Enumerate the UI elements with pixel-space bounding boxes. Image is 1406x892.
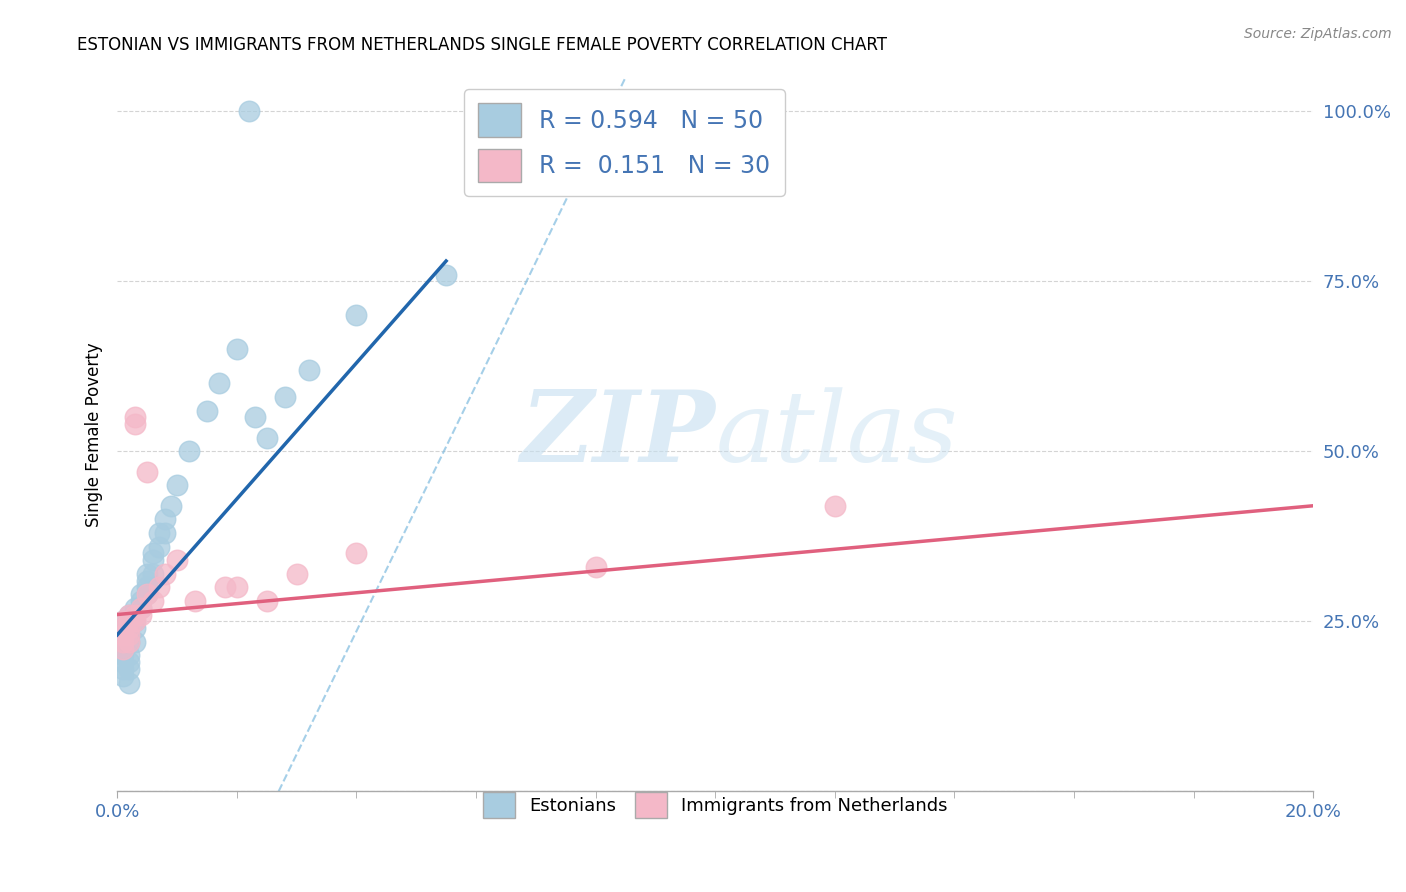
Point: [136, 580, 159, 594]
Point: [124, 607, 146, 622]
Point: [136, 566, 159, 581]
Point: [112, 621, 135, 635]
Point: [142, 594, 165, 608]
Point: [118, 634, 141, 648]
Point: [124, 600, 146, 615]
Point: [124, 607, 146, 622]
Legend: Estonians, Immigrants from Netherlands: Estonians, Immigrants from Netherlands: [475, 785, 955, 825]
Point: [142, 553, 165, 567]
Point: [824, 499, 846, 513]
Point: [124, 615, 146, 629]
Point: [148, 525, 170, 540]
Point: [136, 465, 159, 479]
Point: [118, 607, 141, 622]
Point: [184, 594, 207, 608]
Point: [208, 376, 231, 391]
Point: [243, 410, 266, 425]
Point: [112, 641, 135, 656]
Point: [118, 662, 141, 676]
Point: [112, 628, 135, 642]
Point: [124, 621, 146, 635]
Point: [124, 410, 146, 425]
Point: [256, 594, 278, 608]
Point: [225, 343, 247, 357]
Point: [136, 587, 159, 601]
Y-axis label: Single Female Poverty: Single Female Poverty: [86, 342, 103, 526]
Point: [118, 621, 141, 635]
Point: [118, 628, 141, 642]
Point: [129, 587, 152, 601]
Point: [112, 641, 135, 656]
Point: [195, 403, 218, 417]
Point: [112, 634, 135, 648]
Point: [344, 546, 367, 560]
Point: [112, 662, 135, 676]
Point: [112, 628, 135, 642]
Point: [118, 655, 141, 669]
Point: [118, 615, 141, 629]
Point: [118, 615, 141, 629]
Point: [285, 566, 308, 581]
Point: [585, 560, 607, 574]
Point: [153, 525, 176, 540]
Point: [148, 580, 170, 594]
Point: [124, 634, 146, 648]
Point: [160, 499, 183, 513]
Point: [112, 634, 135, 648]
Text: Source: ZipAtlas.com: Source: ZipAtlas.com: [1244, 27, 1392, 41]
Point: [112, 615, 135, 629]
Text: ESTONIAN VS IMMIGRANTS FROM NETHERLANDS SINGLE FEMALE POVERTY CORRELATION CHART: ESTONIAN VS IMMIGRANTS FROM NETHERLANDS …: [77, 36, 887, 54]
Point: [129, 607, 152, 622]
Point: [214, 580, 236, 594]
Point: [136, 587, 159, 601]
Point: [118, 648, 141, 663]
Point: [124, 417, 146, 432]
Point: [153, 512, 176, 526]
Point: [118, 607, 141, 622]
Text: ZIP: ZIP: [520, 386, 716, 483]
Point: [118, 621, 141, 635]
Point: [118, 675, 141, 690]
Point: [112, 669, 135, 683]
Point: [153, 566, 176, 581]
Point: [129, 594, 152, 608]
Point: [225, 580, 247, 594]
Point: [142, 546, 165, 560]
Point: [148, 540, 170, 554]
Point: [112, 621, 135, 635]
Point: [256, 431, 278, 445]
Point: [129, 600, 152, 615]
Point: [297, 363, 319, 377]
Point: [112, 655, 135, 669]
Point: [273, 390, 295, 404]
Point: [129, 600, 152, 615]
Point: [177, 444, 200, 458]
Text: atlas: atlas: [716, 387, 957, 482]
Point: [166, 478, 188, 492]
Point: [434, 268, 457, 282]
Point: [136, 574, 159, 588]
Point: [124, 615, 146, 629]
Point: [118, 628, 141, 642]
Point: [238, 104, 260, 119]
Point: [344, 309, 367, 323]
Point: [166, 553, 188, 567]
Point: [112, 615, 135, 629]
Point: [142, 566, 165, 581]
Point: [112, 648, 135, 663]
Point: [118, 634, 141, 648]
